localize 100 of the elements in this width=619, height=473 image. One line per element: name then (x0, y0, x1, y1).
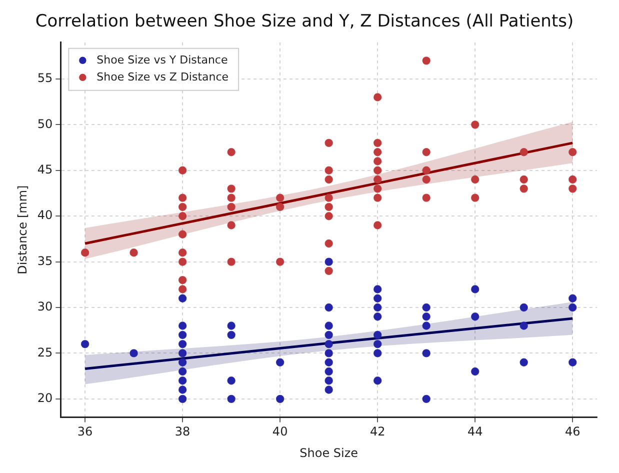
point (373, 93, 382, 102)
point (471, 285, 480, 294)
y-tick-label: 45 (37, 162, 53, 177)
point (178, 386, 187, 394)
point (178, 202, 187, 212)
point (227, 322, 236, 330)
y-axis-title: Distance [mm] (15, 185, 30, 274)
point (373, 138, 382, 148)
point (178, 258, 187, 266)
point (422, 175, 430, 184)
x-tick-label: 36 (77, 424, 93, 439)
point (422, 148, 430, 156)
point (568, 175, 577, 184)
point (178, 285, 187, 294)
y-tick-label: 55 (37, 71, 53, 86)
point (324, 303, 333, 312)
point (80, 248, 90, 257)
point (373, 175, 382, 184)
point (373, 184, 382, 193)
point (276, 394, 284, 404)
point (178, 230, 187, 238)
point (324, 212, 333, 220)
point (568, 294, 577, 302)
point (520, 148, 528, 156)
point (324, 349, 333, 358)
point (324, 322, 333, 330)
point (373, 285, 382, 294)
point (227, 330, 236, 340)
point (324, 330, 333, 340)
point (471, 194, 480, 202)
point (422, 303, 430, 312)
point (178, 358, 187, 366)
point (373, 166, 382, 174)
point (422, 56, 430, 65)
x-tick-label: 46 (564, 424, 580, 439)
point (422, 349, 430, 358)
point (130, 248, 138, 257)
point (227, 394, 236, 404)
point (520, 175, 528, 184)
point (373, 157, 382, 166)
point (178, 322, 187, 330)
legend-label: Shoe Size vs Z Distance (96, 70, 229, 84)
y-tick-label: 25 (37, 345, 53, 360)
point (178, 376, 187, 385)
y-tick-label: 20 (37, 391, 53, 406)
point (324, 340, 333, 348)
point (422, 166, 430, 174)
point (373, 194, 382, 202)
point (227, 194, 236, 202)
point (422, 312, 430, 321)
point (373, 340, 382, 348)
point (227, 376, 236, 385)
point (227, 221, 236, 230)
point (178, 394, 187, 404)
x-tick-label: 38 (174, 424, 190, 439)
point (422, 394, 430, 404)
point (227, 258, 236, 266)
point (373, 221, 382, 230)
point (324, 386, 333, 394)
point (276, 258, 284, 266)
point (373, 294, 382, 302)
point (422, 194, 430, 202)
point (324, 376, 333, 385)
point (178, 294, 187, 302)
point (373, 312, 382, 321)
point (178, 212, 187, 220)
point (568, 148, 577, 156)
point (178, 340, 187, 348)
point (324, 166, 333, 174)
point (178, 349, 187, 358)
point (227, 184, 236, 193)
point (373, 349, 382, 358)
point (324, 138, 333, 148)
point (178, 166, 187, 174)
point (373, 376, 382, 385)
point (324, 194, 333, 202)
point (471, 120, 480, 129)
point (324, 258, 333, 266)
point (324, 266, 333, 276)
point (276, 202, 284, 212)
y-tick-label: 40 (37, 208, 53, 222)
y-tick-label: 35 (37, 254, 53, 268)
point (178, 248, 187, 257)
x-tick-label: 40 (272, 424, 288, 439)
point (178, 330, 187, 340)
point (130, 349, 138, 358)
point (520, 184, 528, 193)
point (422, 322, 430, 330)
x-axis-title: Shoe Size (300, 446, 358, 460)
point (227, 202, 236, 212)
y-tick-label: 50 (37, 116, 53, 131)
point (373, 303, 382, 312)
point (276, 194, 284, 202)
x-tick-label: 44 (467, 424, 483, 439)
point (373, 330, 382, 340)
point (324, 358, 333, 366)
point (276, 358, 284, 366)
point (520, 358, 528, 366)
point (324, 239, 333, 248)
point (227, 148, 236, 156)
